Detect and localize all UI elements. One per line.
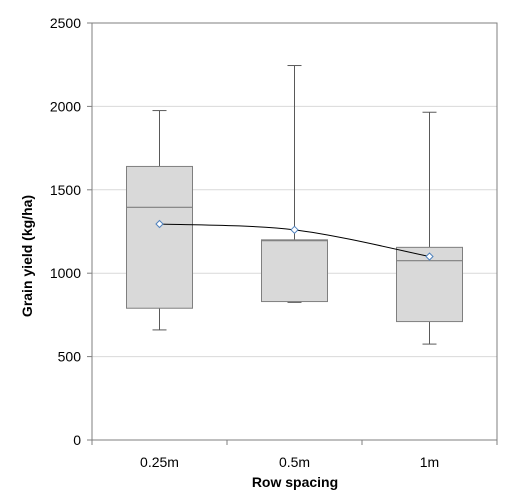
y-tick-label: 2500 bbox=[50, 15, 81, 31]
x-tick-label: 1m bbox=[420, 454, 439, 470]
box-1m bbox=[396, 111, 463, 345]
mean-marker-0.5m bbox=[290, 225, 299, 235]
x-axis: 0.25m 0.5m 1m bbox=[91, 440, 498, 470]
box-0.5m bbox=[261, 65, 328, 303]
iqr-box bbox=[261, 239, 328, 303]
y-tick-label: 500 bbox=[58, 349, 82, 365]
x-axis-title: Row spacing bbox=[252, 474, 338, 490]
y-axis: 0 500 1000 1500 2000 2500 bbox=[50, 15, 92, 448]
mean-line-group bbox=[155, 219, 434, 261]
boxes bbox=[126, 65, 463, 345]
mean-marker-1m bbox=[425, 252, 434, 261]
iqr-box bbox=[126, 165, 193, 309]
plot-area bbox=[91, 22, 498, 441]
y-tick-label: 2000 bbox=[50, 98, 81, 114]
mean-marker-0.25m bbox=[155, 219, 164, 229]
x-tick-label: 0.25m bbox=[140, 454, 179, 470]
y-tick-label: 1500 bbox=[50, 182, 81, 198]
y-axis-title: Grain yield (kg/ha) bbox=[19, 195, 35, 317]
y-tick-label: 1000 bbox=[50, 265, 81, 281]
box-0.25m bbox=[126, 110, 193, 331]
y-tick-label: 0 bbox=[73, 432, 81, 448]
x-tick-label: 0.5m bbox=[279, 454, 310, 470]
